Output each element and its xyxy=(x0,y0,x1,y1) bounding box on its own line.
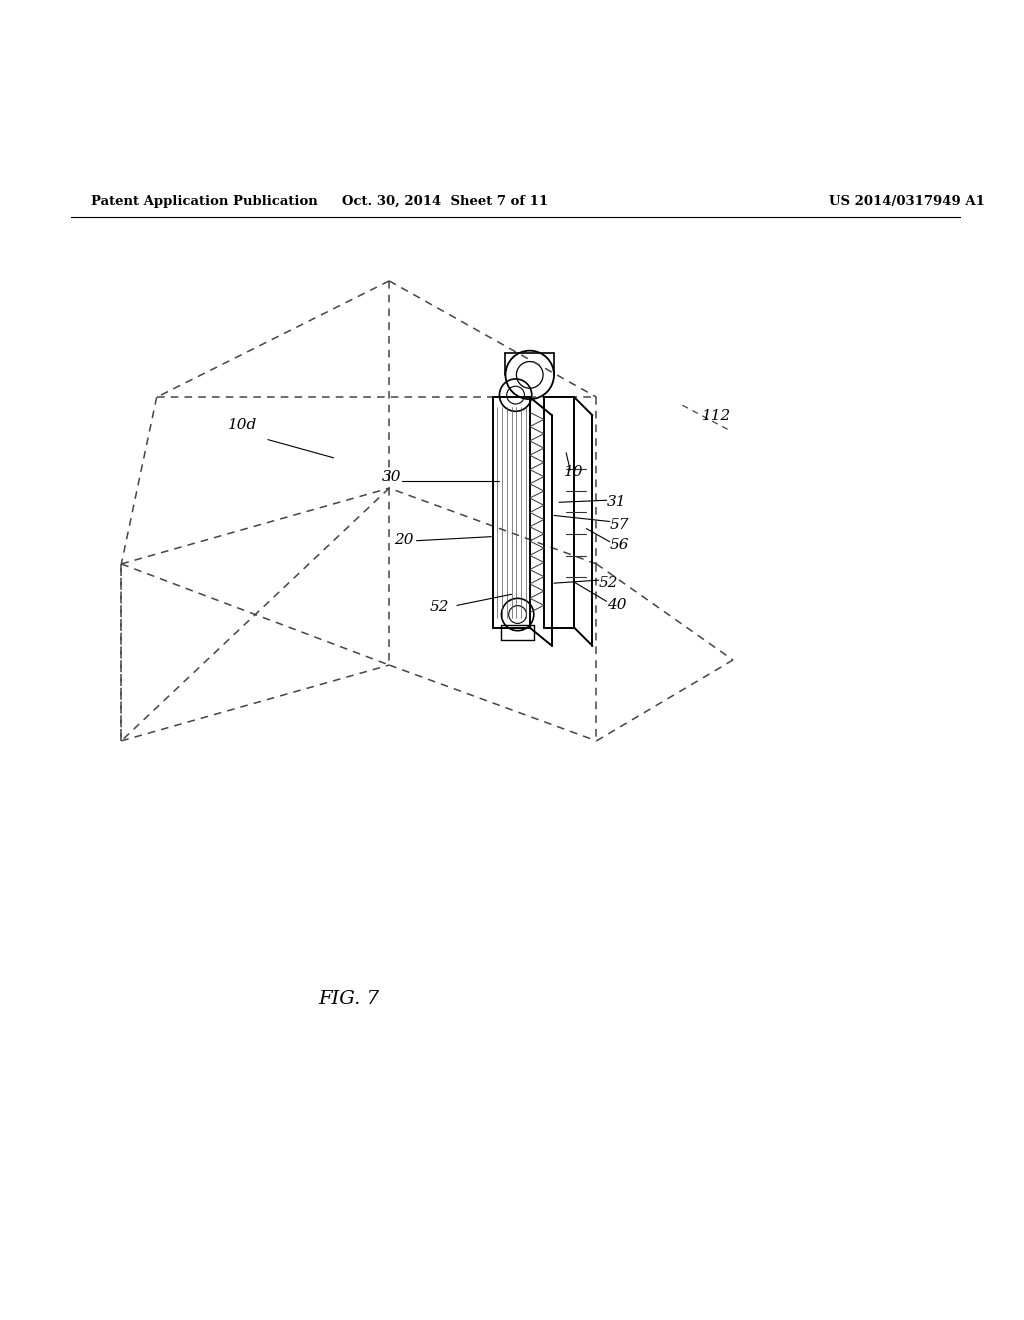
Text: US 2014/0317949 A1: US 2014/0317949 A1 xyxy=(829,195,985,209)
Text: 57: 57 xyxy=(609,517,629,532)
Text: 56: 56 xyxy=(609,537,629,552)
Text: FIG. 7: FIG. 7 xyxy=(318,990,380,1007)
Text: Oct. 30, 2014  Sheet 7 of 11: Oct. 30, 2014 Sheet 7 of 11 xyxy=(342,195,548,209)
Text: 52: 52 xyxy=(598,577,618,590)
Text: 112: 112 xyxy=(701,409,731,424)
Text: 20: 20 xyxy=(394,533,414,546)
Text: 30: 30 xyxy=(382,470,401,484)
Text: 52: 52 xyxy=(430,601,450,615)
Text: 10: 10 xyxy=(564,465,584,479)
Text: 40: 40 xyxy=(606,598,626,612)
Text: Patent Application Publication: Patent Application Publication xyxy=(91,195,317,209)
Text: 31: 31 xyxy=(606,495,626,510)
Text: 10d: 10d xyxy=(227,418,257,433)
